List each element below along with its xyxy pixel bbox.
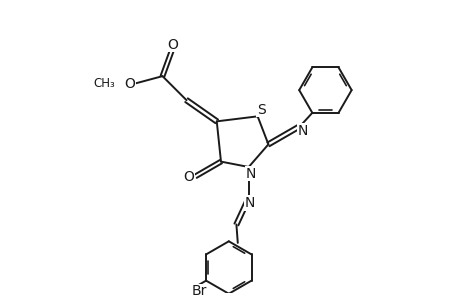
Text: Br: Br xyxy=(191,284,206,298)
Text: N: N xyxy=(245,167,255,181)
Text: N: N xyxy=(297,124,308,138)
Text: O: O xyxy=(167,38,178,52)
Text: N: N xyxy=(244,196,254,210)
Text: O: O xyxy=(124,77,134,91)
Text: O: O xyxy=(183,170,194,184)
Text: CH₃: CH₃ xyxy=(93,77,115,90)
Text: S: S xyxy=(257,103,265,116)
